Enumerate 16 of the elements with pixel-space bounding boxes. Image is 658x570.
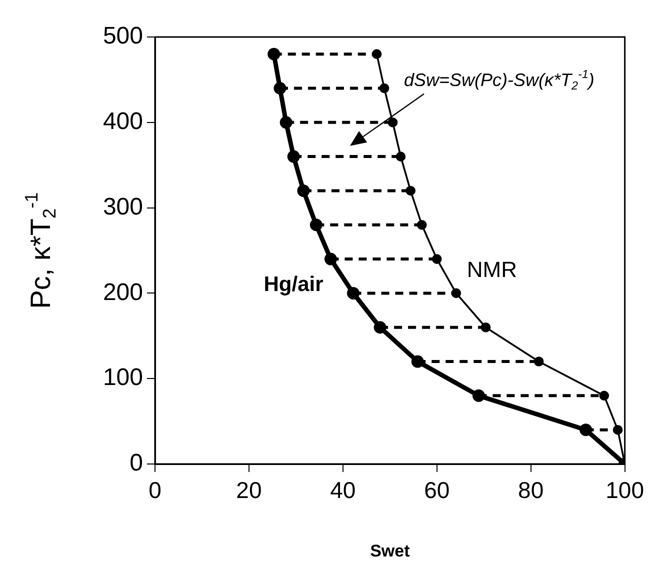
x-tick-label: 80 <box>518 477 544 504</box>
x-axis-title: Swet <box>370 541 410 560</box>
y-tick-label: 400 <box>102 108 143 136</box>
y-tick-label: 200 <box>102 278 143 306</box>
y-tick-label: 300 <box>102 193 143 220</box>
series-label: NMR <box>466 257 517 282</box>
y-tick-label: 0 <box>130 450 143 477</box>
y-axis-title: Pc, κ*T2-1 <box>21 192 60 309</box>
y-tick-label: 500 <box>102 22 143 50</box>
x-tick-label: 20 <box>236 477 262 504</box>
y-tick-label: 100 <box>102 364 143 392</box>
x-tick-label: 0 <box>148 477 162 504</box>
series-label: Hg/air <box>264 272 324 296</box>
x-tick-label: 100 <box>606 477 644 504</box>
x-tick-label: 40 <box>330 477 356 504</box>
x-tick-label: 60 <box>424 477 450 504</box>
